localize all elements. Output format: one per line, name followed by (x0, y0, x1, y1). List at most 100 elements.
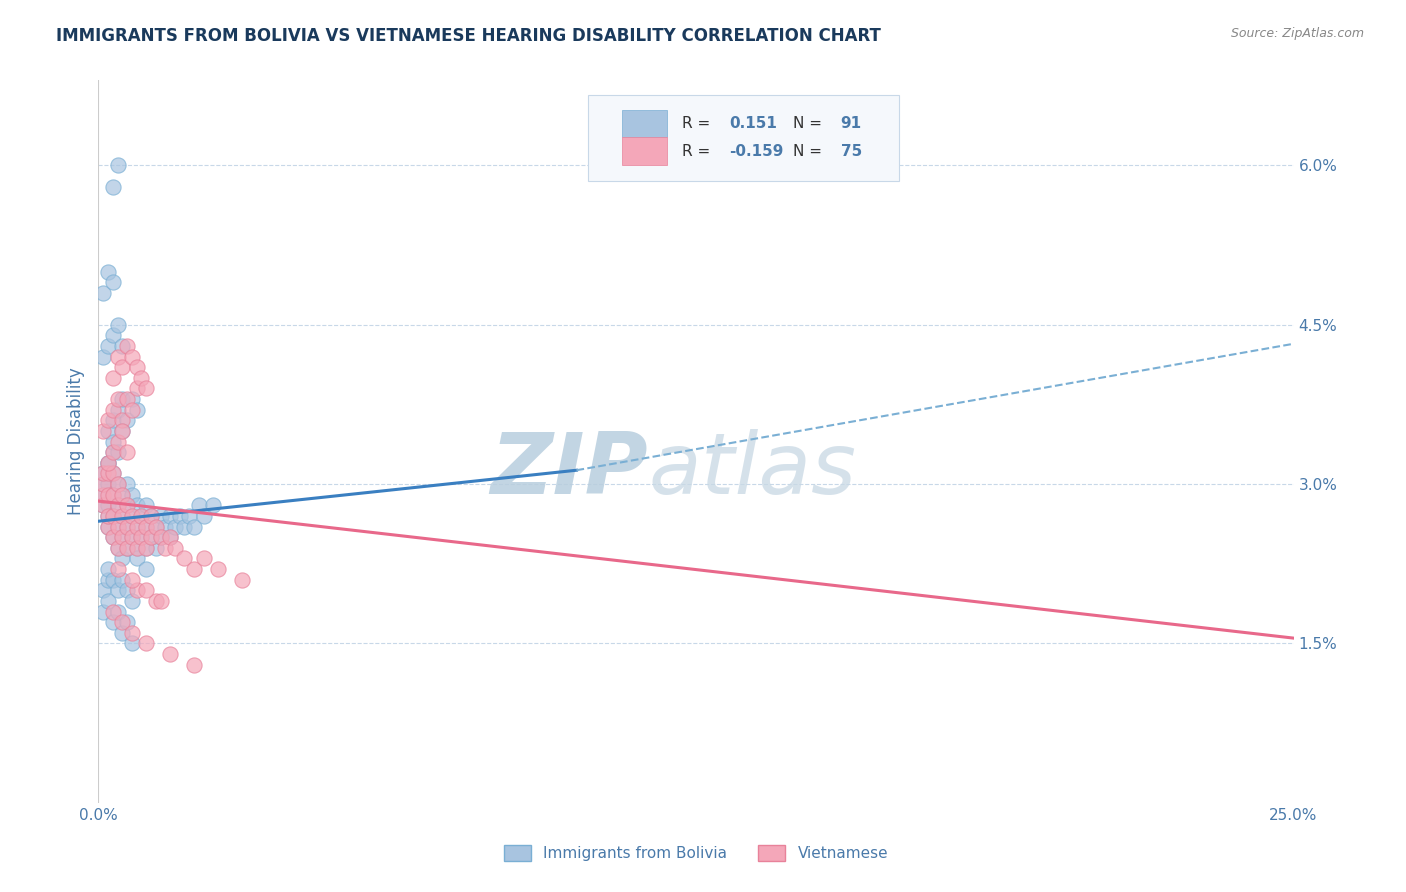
Vietnamese (101, 402, 124, 417)
Immigrants from Bolivia (125, 551, 148, 566)
Immigrants from Bolivia (135, 541, 157, 555)
Vietnamese (149, 594, 172, 608)
Immigrants from Bolivia (101, 328, 124, 343)
Immigrants from Bolivia (111, 392, 134, 406)
Vietnamese (159, 530, 181, 544)
Immigrants from Bolivia (125, 402, 148, 417)
Vietnamese (91, 498, 114, 512)
Vietnamese (131, 530, 153, 544)
Vietnamese (107, 392, 129, 406)
Immigrants from Bolivia (101, 434, 124, 449)
Vietnamese (135, 519, 157, 533)
Immigrants from Bolivia (125, 519, 148, 533)
Immigrants from Bolivia (107, 445, 129, 459)
Vietnamese (131, 508, 153, 523)
Vietnamese (149, 530, 172, 544)
Immigrants from Bolivia (115, 477, 138, 491)
Vietnamese (107, 434, 129, 449)
Immigrants from Bolivia (115, 583, 138, 598)
Immigrants from Bolivia (101, 413, 124, 427)
Vietnamese (97, 508, 120, 523)
Vietnamese (111, 360, 134, 375)
Immigrants from Bolivia (125, 541, 148, 555)
Immigrants from Bolivia (91, 583, 114, 598)
Immigrants from Bolivia (91, 467, 114, 481)
Vietnamese (107, 562, 129, 576)
Vietnamese (111, 424, 134, 438)
Text: atlas: atlas (648, 429, 856, 512)
Vietnamese (121, 573, 143, 587)
Vietnamese (125, 381, 148, 395)
Immigrants from Bolivia (111, 551, 134, 566)
Vietnamese (101, 530, 124, 544)
Vietnamese (97, 519, 120, 533)
Text: N =: N = (793, 144, 821, 159)
Immigrants from Bolivia (111, 424, 134, 438)
Vietnamese (91, 477, 114, 491)
Vietnamese (139, 508, 162, 523)
Text: 91: 91 (841, 116, 862, 131)
Text: 75: 75 (841, 144, 862, 159)
Vietnamese (173, 551, 195, 566)
Vietnamese (101, 508, 124, 523)
Vietnamese (115, 339, 138, 353)
Immigrants from Bolivia (135, 562, 157, 576)
Vietnamese (159, 647, 181, 661)
Immigrants from Bolivia (97, 456, 120, 470)
Text: ZIP: ZIP (491, 429, 648, 512)
Vietnamese (101, 445, 124, 459)
Immigrants from Bolivia (101, 467, 124, 481)
Vietnamese (183, 657, 205, 672)
Vietnamese (91, 467, 114, 481)
Vietnamese (107, 519, 129, 533)
Vietnamese (121, 625, 143, 640)
Immigrants from Bolivia (121, 530, 143, 544)
Vietnamese (135, 583, 157, 598)
Vietnamese (125, 583, 148, 598)
Vietnamese (107, 498, 129, 512)
Immigrants from Bolivia (163, 519, 186, 533)
Immigrants from Bolivia (97, 508, 120, 523)
Immigrants from Bolivia (145, 519, 167, 533)
Immigrants from Bolivia (107, 519, 129, 533)
Vietnamese (121, 530, 143, 544)
Vietnamese (107, 477, 129, 491)
Immigrants from Bolivia (149, 530, 172, 544)
Immigrants from Bolivia (97, 477, 120, 491)
Immigrants from Bolivia (107, 158, 129, 172)
Immigrants from Bolivia (111, 625, 134, 640)
Immigrants from Bolivia (131, 530, 153, 544)
Immigrants from Bolivia (121, 508, 143, 523)
Vietnamese (115, 392, 138, 406)
Immigrants from Bolivia (121, 636, 143, 650)
Immigrants from Bolivia (149, 508, 172, 523)
Vietnamese (121, 402, 143, 417)
Vietnamese (97, 467, 120, 481)
FancyBboxPatch shape (589, 95, 900, 181)
Immigrants from Bolivia (193, 508, 215, 523)
Immigrants from Bolivia (125, 498, 148, 512)
Immigrants from Bolivia (159, 530, 181, 544)
Immigrants from Bolivia (91, 477, 114, 491)
Immigrants from Bolivia (121, 392, 143, 406)
Immigrants from Bolivia (107, 318, 129, 332)
Vietnamese (121, 508, 143, 523)
Vietnamese (139, 530, 162, 544)
Immigrants from Bolivia (107, 583, 129, 598)
Immigrants from Bolivia (115, 519, 138, 533)
Immigrants from Bolivia (97, 264, 120, 278)
Immigrants from Bolivia (101, 179, 124, 194)
Immigrants from Bolivia (91, 605, 114, 619)
Immigrants from Bolivia (91, 285, 114, 300)
Vietnamese (111, 413, 134, 427)
Text: R =: R = (682, 116, 710, 131)
Vietnamese (163, 541, 186, 555)
Vietnamese (145, 594, 167, 608)
Immigrants from Bolivia (173, 519, 195, 533)
Vietnamese (101, 488, 124, 502)
Immigrants from Bolivia (115, 498, 138, 512)
Immigrants from Bolivia (159, 508, 181, 523)
Vietnamese (231, 573, 253, 587)
Immigrants from Bolivia (115, 615, 138, 630)
Vietnamese (155, 541, 177, 555)
